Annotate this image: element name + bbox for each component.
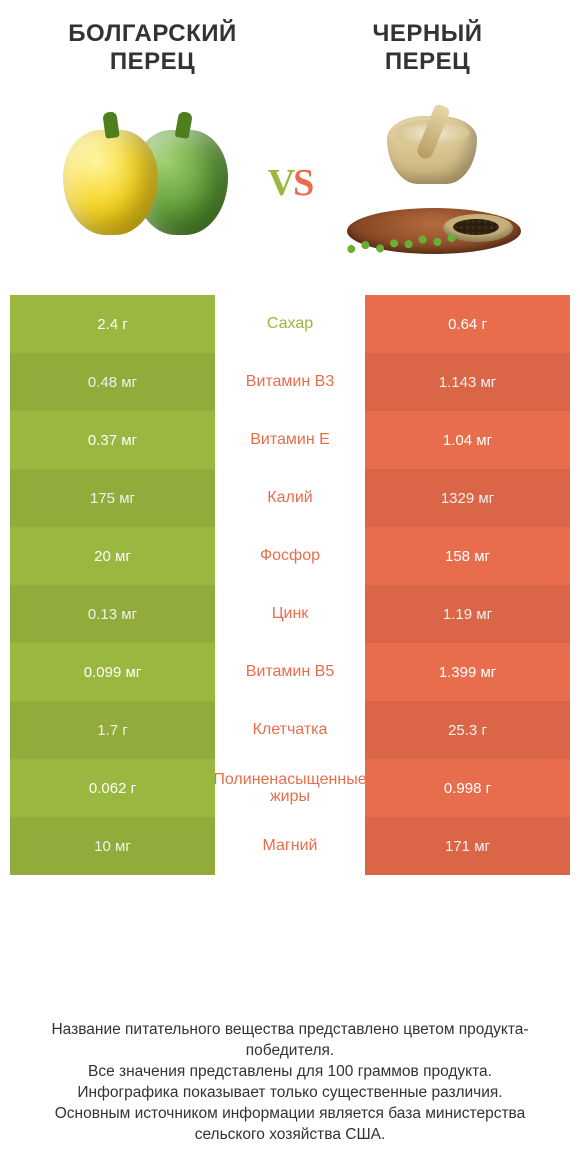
hero-row: VS [10, 85, 570, 295]
infographic-page: БОЛГАРСКИЙ ПЕРЕЦ ЧЕРНЫЙ ПЕРЕЦ VS 2.4 гСа… [0, 0, 580, 1174]
right-product-image [318, 95, 550, 270]
nutrient-left-value: 1.7 г [10, 701, 215, 759]
nutrient-name: Витамин E [215, 411, 365, 469]
vs-v: V [268, 162, 293, 204]
nutrient-row: 0.48 мгВитамин B31.143 мг [10, 353, 570, 411]
nutrient-name: Калий [215, 469, 365, 527]
nutrient-right-value: 25.3 г [365, 701, 570, 759]
titles-row: БОЛГАРСКИЙ ПЕРЕЦ ЧЕРНЫЙ ПЕРЕЦ [10, 20, 570, 85]
nutrient-right-value: 171 мг [365, 817, 570, 875]
nutrient-right-value: 1.143 мг [365, 353, 570, 411]
nutrient-right-value: 1.399 мг [365, 643, 570, 701]
nutrient-left-value: 10 мг [10, 817, 215, 875]
footer-notes: Название питательного вещества представл… [10, 996, 570, 1164]
bell-peppers-icon [63, 130, 228, 235]
nutrient-left-value: 0.099 мг [10, 643, 215, 701]
nutrient-name: Фосфор [215, 527, 365, 585]
footer-line-4: Основным источником информации является … [28, 1104, 552, 1146]
nutrient-left-value: 2.4 г [10, 295, 215, 353]
nutrient-name: Магний [215, 817, 365, 875]
nutrient-name: Полиненасыщенные жиры [215, 759, 365, 817]
yellow-pepper-icon [63, 130, 158, 235]
nutrient-row: 0.062 гПолиненасыщенные жиры0.998 г [10, 759, 570, 817]
nutrient-row: 0.099 мгВитамин B51.399 мг [10, 643, 570, 701]
nutrient-row: 2.4 гСахар0.64 г [10, 295, 570, 353]
nutrient-left-value: 0.13 мг [10, 585, 215, 643]
nutrient-name: Клетчатка [215, 701, 365, 759]
nutrient-left-value: 20 мг [10, 527, 215, 585]
nutrient-name: Витамин B5 [215, 643, 365, 701]
nutrient-row: 1.7 гКлетчатка25.3 г [10, 701, 570, 759]
nutrient-name: Сахар [215, 295, 365, 353]
nutrient-row: 175 мгКалий1329 мг [10, 469, 570, 527]
nutrient-row: 20 мгФосфор158 мг [10, 527, 570, 585]
black-pepper-icon [339, 108, 529, 258]
nutrient-name: Витамин B3 [215, 353, 365, 411]
nutrient-name: Цинк [215, 585, 365, 643]
vs-label: VS [262, 161, 319, 205]
nutrient-right-value: 1.19 мг [365, 585, 570, 643]
nutrient-left-value: 0.37 мг [10, 411, 215, 469]
nutrient-right-value: 0.998 г [365, 759, 570, 817]
nutrient-left-value: 175 мг [10, 469, 215, 527]
nutrient-left-value: 0.062 г [10, 759, 215, 817]
nutrient-left-value: 0.48 мг [10, 353, 215, 411]
nutrient-right-value: 158 мг [365, 527, 570, 585]
nutrient-table: 2.4 гСахар0.64 г0.48 мгВитамин B31.143 м… [10, 295, 570, 875]
vs-s: S [293, 162, 312, 204]
footer-line-3: Инфографика показывает только существенн… [28, 1083, 552, 1104]
nutrient-row: 10 мгМагний171 мг [10, 817, 570, 875]
nutrient-row: 0.37 мгВитамин E1.04 мг [10, 411, 570, 469]
left-product-image [30, 95, 262, 270]
left-product-title: БОЛГАРСКИЙ ПЕРЕЦ [40, 20, 265, 75]
footer-line-1: Название питательного вещества представл… [28, 1020, 552, 1062]
nutrient-right-value: 0.64 г [365, 295, 570, 353]
nutrient-right-value: 1.04 мг [365, 411, 570, 469]
footer-line-2: Все значения представлены для 100 граммо… [28, 1062, 552, 1083]
nutrient-right-value: 1329 мг [365, 469, 570, 527]
right-product-title: ЧЕРНЫЙ ПЕРЕЦ [315, 20, 540, 75]
nutrient-row: 0.13 мгЦинк1.19 мг [10, 585, 570, 643]
